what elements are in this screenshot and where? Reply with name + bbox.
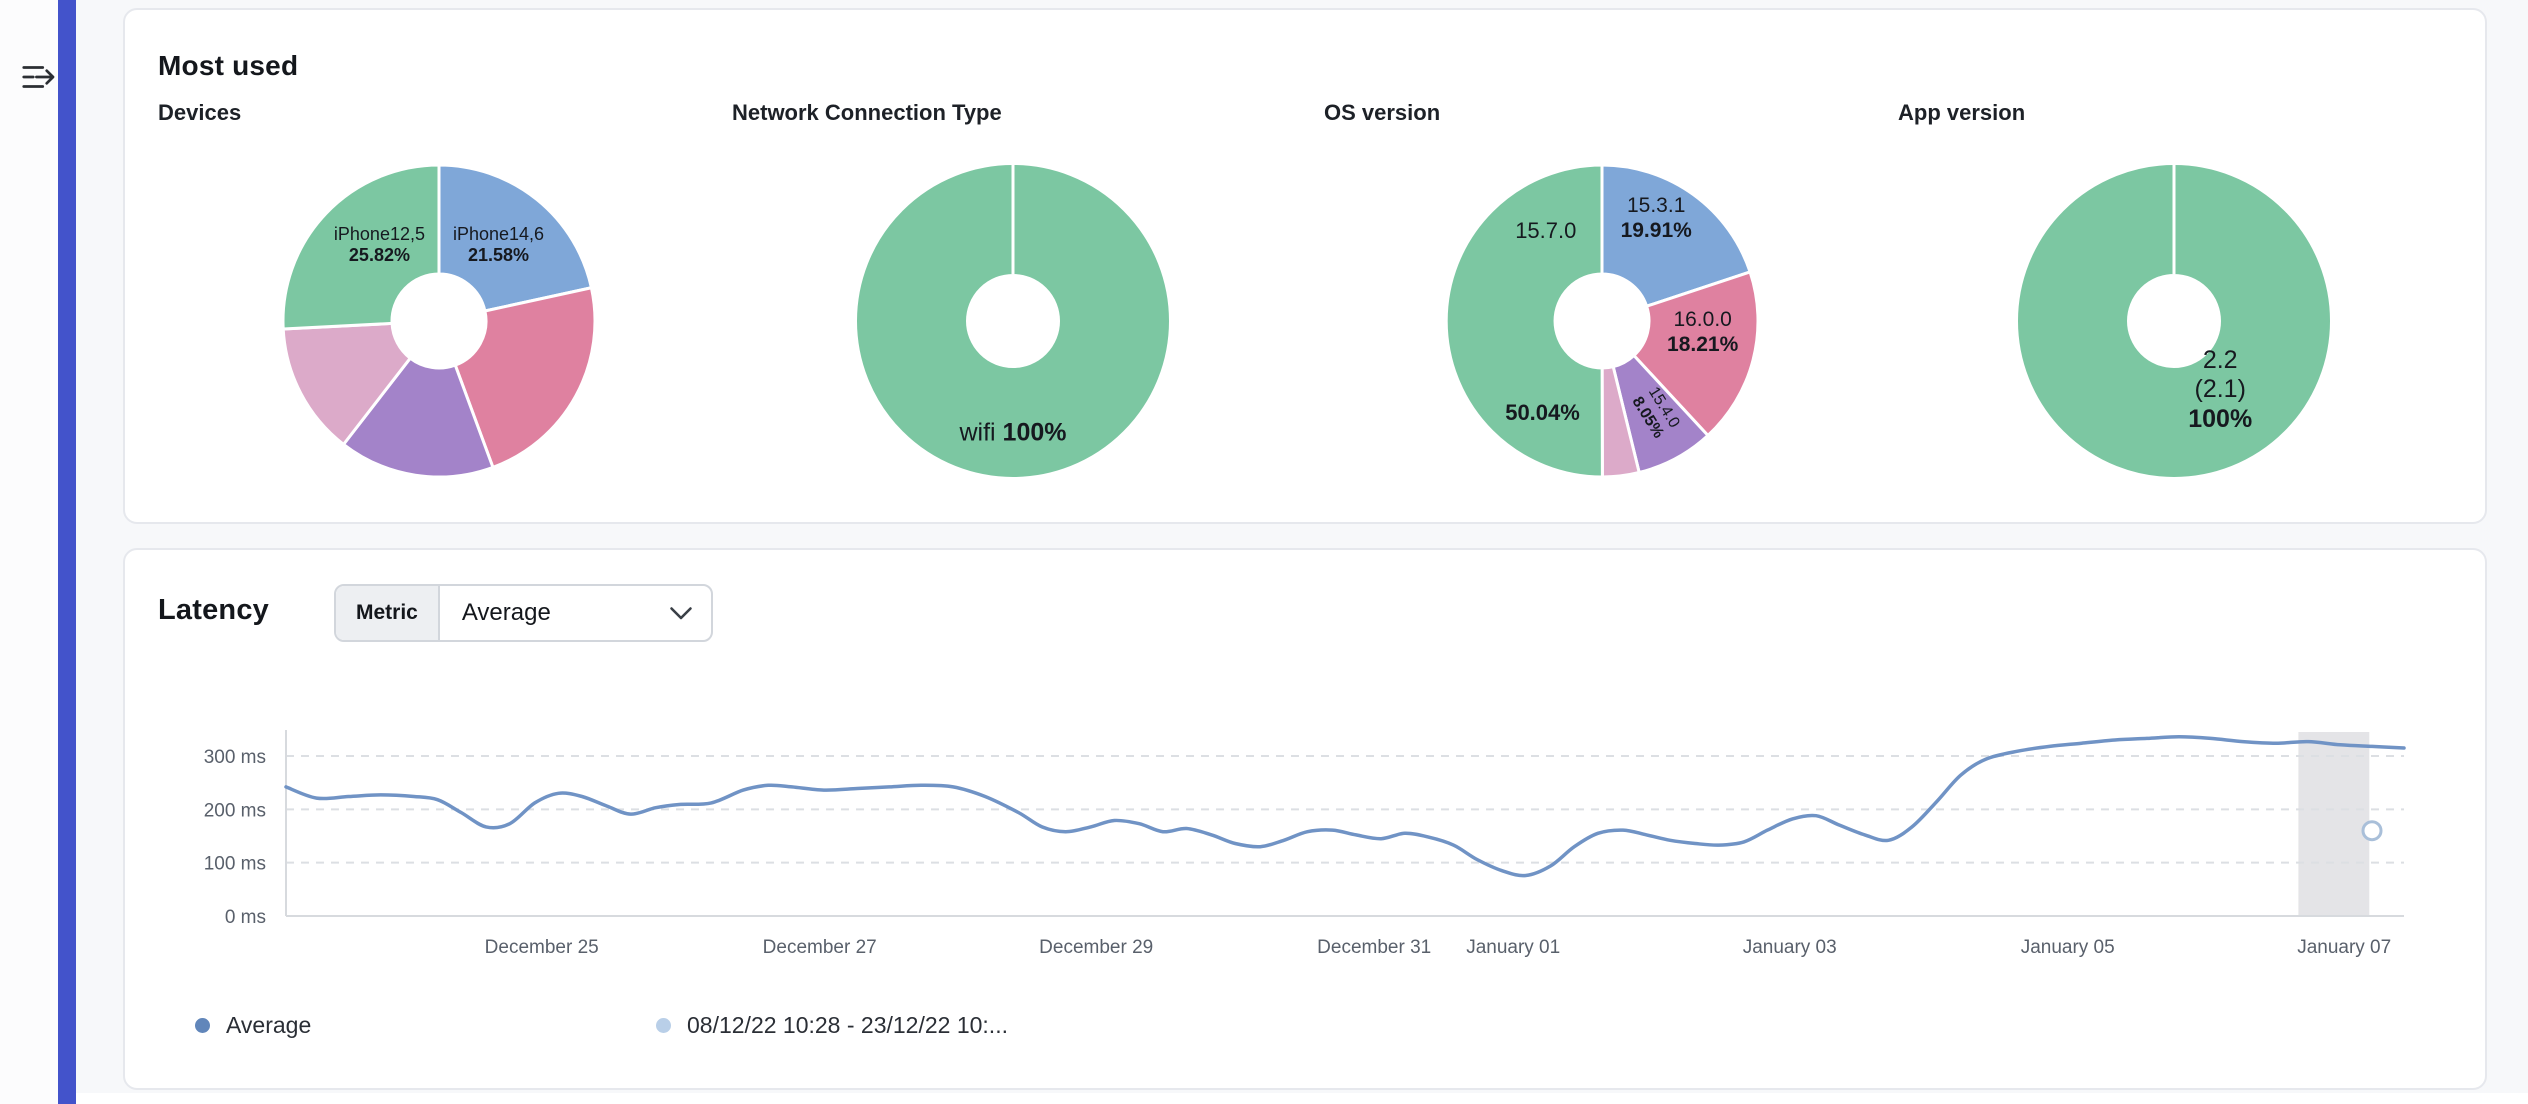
donut-segment-15.3.1[interactable] xyxy=(1600,163,1752,308)
donut-label: 50.04% xyxy=(1505,399,1580,425)
y-tick-label: 200 ms xyxy=(204,800,266,821)
x-tick-label: December 29 xyxy=(1039,937,1153,958)
metric-select-label: Metric xyxy=(336,586,440,640)
x-tick-label: December 31 xyxy=(1317,937,1431,958)
donut-segment-iPhone12,5[interactable] xyxy=(281,163,441,331)
donut-label: iPhone12,5 25.82% xyxy=(333,223,425,265)
x-tick-label: January 01 xyxy=(1466,937,1560,958)
legend-label: 08/12/22 10:28 - 23/12/22 10:... xyxy=(687,1012,1008,1038)
app_version-donut-chart: 2.2 (2.1) 100% xyxy=(2014,161,2334,481)
sidebar-expand-button[interactable] xyxy=(16,56,60,100)
chevron-down-icon xyxy=(670,606,692,619)
donut-label: 15.7.0 xyxy=(1515,218,1577,244)
donut-label: iPhone14,6 21.58% xyxy=(452,223,545,265)
network-donut-chart: wifi 100% xyxy=(853,161,1173,481)
os_version-donut-chart: 15.3.1 19.91% 16.0.0 18.21% 15.4.0 8.05% 15.7.… xyxy=(1442,161,1762,481)
legend-item-comparison[interactable]: 08/12/22 10:28 - 23/12/22 10:... xyxy=(656,1012,1008,1039)
donut-segment-slice[interactable] xyxy=(342,356,495,479)
donut-segment-iPhone14,6[interactable] xyxy=(437,163,593,313)
donut-segment-slice[interactable] xyxy=(281,321,412,446)
x-tick-label: December 27 xyxy=(763,937,877,958)
sidebar-expand-icon xyxy=(22,65,55,88)
most-used-card: Most used Devices iPhone14,6 21.58% iPhone1… xyxy=(123,8,2487,524)
donut-label: 15.3.1 19.91% xyxy=(1620,194,1692,243)
latency-chart[interactable]: 0 ms 100 ms 200 ms 300 ms December 25 Decembe… xyxy=(125,550,2489,1092)
y-tick-label: 0 ms xyxy=(225,907,266,928)
chart-subtitle-network: Network Connection Type xyxy=(732,100,1002,125)
donut-label: 2.2 (2.1) 100% xyxy=(2188,345,2253,433)
latency-line-average[interactable] xyxy=(284,735,2406,878)
most-used-title: Most used xyxy=(158,50,299,81)
y-tick-label: 300 ms xyxy=(204,747,266,768)
donut-segment-15.7.0[interactable] xyxy=(1444,163,1604,479)
donut-segment-16.0.0[interactable] xyxy=(1632,270,1760,438)
metric-select[interactable]: Metric Average xyxy=(334,584,713,642)
chart-selection-band[interactable] xyxy=(2298,732,2370,916)
x-tick-label: January 05 xyxy=(2021,937,2115,958)
x-tick-label: January 07 xyxy=(2297,937,2391,958)
left-rail xyxy=(0,0,58,1104)
devices-donut-chart: iPhone14,6 21.58% iPhone12,5 25.82% xyxy=(279,161,599,481)
series-end-marker[interactable] xyxy=(2361,820,2383,842)
legend-label: Average xyxy=(226,1012,312,1038)
x-tick-label: December 25 xyxy=(485,937,599,958)
chart-subtitle-devices: Devices xyxy=(158,100,242,125)
chart-subtitle-os_version: OS version xyxy=(1324,100,1441,125)
donut-label: wifi 100% xyxy=(959,418,1067,447)
donut-label: 16.0.0 18.21% xyxy=(1667,308,1739,357)
latency-title: Latency xyxy=(158,594,269,626)
latency-card: Latency Metric Average 0 ms 100 ms 200 ms 3… xyxy=(123,548,2487,1090)
legend-dot xyxy=(195,1018,210,1033)
donut-segment-slice[interactable] xyxy=(453,286,597,469)
chart-subtitle-app_version: App version xyxy=(1898,100,2026,125)
y-tick-label: 100 ms xyxy=(204,854,266,875)
content-bottom-strip xyxy=(76,1093,2528,1104)
legend-dot xyxy=(656,1018,671,1033)
legend-item-average[interactable]: Average xyxy=(195,1012,311,1039)
metric-select-value: Average xyxy=(461,599,551,626)
x-tick-label: January 03 xyxy=(1743,937,1837,958)
sidebar-accent-bar xyxy=(58,0,76,1104)
